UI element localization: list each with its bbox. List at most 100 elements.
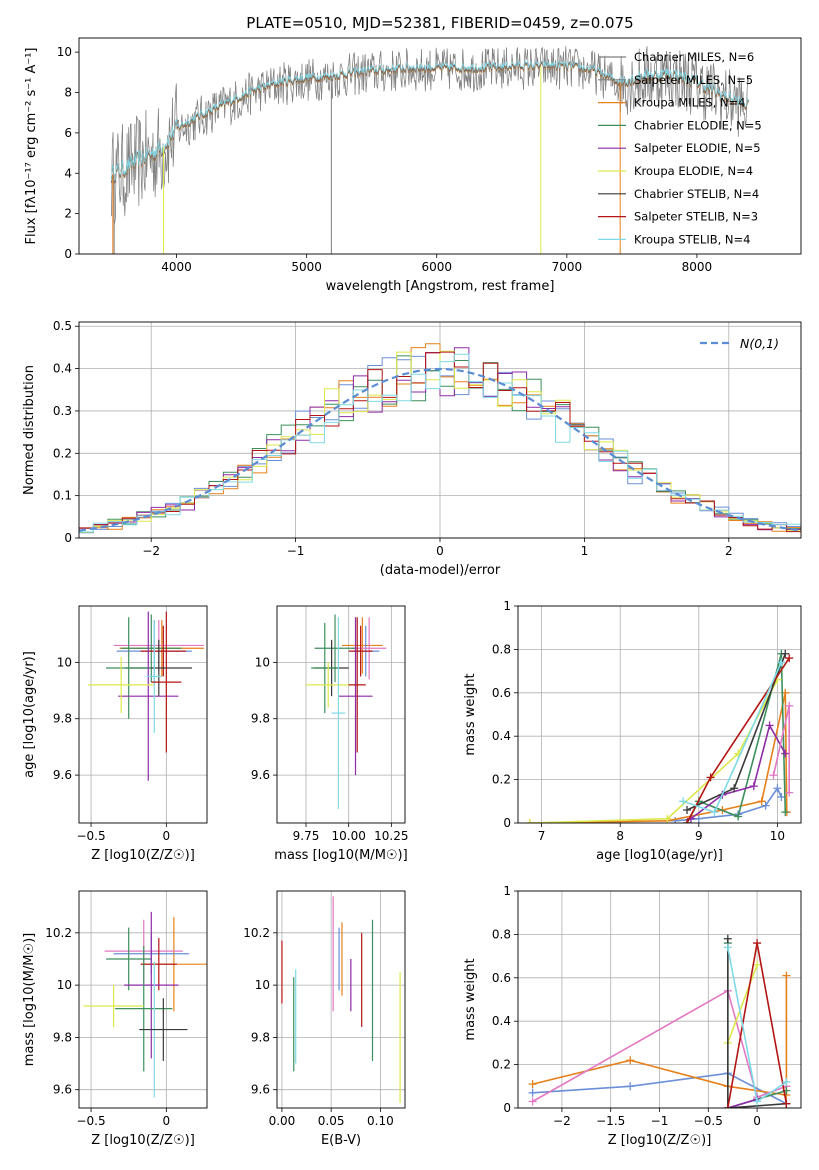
spectrum-frame	[78, 37, 802, 255]
mass-weight-vs-age-marker	[663, 814, 672, 823]
mass-vs-Z-ytick-label: 9.8	[53, 1030, 72, 1044]
mass-vs-Z-ytick-label: 10	[57, 978, 72, 992]
mass-weight-vs-age-marker	[761, 801, 770, 810]
legend-entry: Kroupa MILES, N=4	[634, 96, 746, 110]
legend-entry: Salpeter MILES, N=5	[634, 73, 753, 87]
spectrum-series-line	[111, 45, 749, 224]
mass-weight-vs-Z-ytick-label: 0.4	[492, 1014, 511, 1028]
spectrum-legend: Chabrier MILES, N=6 Salpeter MILES, N=5 Kr…	[598, 50, 762, 246]
mass-weight-vs-Z-marker	[528, 1080, 537, 1089]
mass-weight-vs-age-marker	[765, 721, 774, 730]
age-vs-mass-xtick-label: 10.00	[332, 829, 366, 843]
age-vs-mass-point	[306, 662, 351, 708]
spectrum-xtick-label: 7000	[552, 260, 583, 274]
mass-weight-vs-age-ytick-label: 0.2	[492, 773, 511, 787]
legend-entry: Kroupa ELODIE, N=4	[634, 164, 753, 178]
mass-weight-vs-Z-marker	[626, 1056, 635, 1065]
figure-title: PLATE=0510, MJD=52381, FIBERID=0459, z=0…	[246, 14, 633, 32]
mass-weight-vs-age-marker	[773, 784, 782, 793]
residual-histogram-panel: −2 −1 0 1 2 0 0.1 0.2 0.3 0.4 0.5 (data-model)/erro…	[22, 319, 802, 578]
age-vs-mass-plot-area	[306, 614, 387, 809]
mass-weight-vs-age-marker	[730, 784, 739, 793]
histogram-legend: N(0,1)	[700, 336, 779, 351]
age-vs-mass-xtick-label: 9.75	[293, 829, 320, 843]
mass-vs-Z-point	[83, 985, 144, 1027]
mass-vs-Z-frame	[78, 890, 208, 1109]
legend-entry: Salpeter STELIB, N=3	[634, 210, 758, 224]
mass-weight-vs-age-marker	[710, 808, 719, 817]
age-vs-mass-frame	[276, 605, 406, 824]
spectrum-xtick-label: 6000	[421, 260, 452, 274]
mass-weight-vs-age-xtick-label: 7	[538, 829, 546, 843]
legend-entry: Chabrier STELIB, N=4	[634, 187, 759, 201]
mass-vs-ebv-ytick-label: 9.8	[251, 1030, 270, 1044]
residual-histogram-ytick-label: 0.1	[53, 489, 72, 503]
mass-weight-vs-Z-marker	[753, 939, 762, 948]
mass-weight-vs-Z-xtick-label: −0.5	[694, 1114, 723, 1128]
residual-histogram-xtick-label: 1	[581, 544, 589, 558]
mass-vs-ebv-xlabel: E(B-V)	[321, 1133, 361, 1148]
mass-weight-vs-age-xtick-label: 10	[770, 829, 785, 843]
spectrum-xtick-label: 5000	[291, 260, 322, 274]
age-vs-Z-panel: −0.5 0 9.6 9.8 10 Z [log10(Z/Z☉)] age [log10(a…	[22, 605, 208, 863]
mass-weight-vs-age-marker	[777, 792, 786, 801]
age-vs-Z-ytick-label: 9.6	[53, 768, 72, 782]
mass-weight-vs-age-xlabel: age [log10(age/yr)]	[596, 848, 723, 863]
mass-weight-vs-age-marker	[777, 658, 786, 667]
residual-histogram-xtick-label: −1	[287, 544, 305, 558]
residual-histogram-xtick-label: 0	[436, 544, 444, 558]
mass-weight-vs-Z-marker	[528, 1097, 537, 1106]
mass-weight-vs-Z-ytick-label: 1	[503, 884, 511, 898]
mass-vs-ebv-panel: 0.00 0.05 0.10 9.6 9.8 10 10.2 E(B-V)	[243, 890, 406, 1148]
mass-weight-vs-Z-frame	[517, 890, 802, 1109]
mass-vs-Z-xlabel: Z [log10(Z/Z☉)]	[91, 1133, 195, 1148]
age-vs-Z-point	[106, 617, 152, 719]
mass-weight-vs-Z-marker	[782, 971, 791, 980]
age-vs-Z-ytick-label: 9.8	[53, 712, 72, 726]
age-vs-mass-ytick-label: 10	[255, 655, 270, 669]
spectrum-ytick-label: 2	[64, 207, 72, 221]
spectrum-ytick-label: 10	[57, 45, 72, 59]
mass-vs-ebv-ytick-label: 9.6	[251, 1083, 270, 1097]
age-vs-Z-ytick-label: 10	[57, 655, 72, 669]
mass-weight-vs-age-ytick-label: 0.6	[492, 686, 511, 700]
mass-vs-ebv-xtick-label: 0.10	[367, 1114, 394, 1128]
age-vs-mass-point	[311, 622, 339, 714]
mass-vs-Z-xtick-label: 0	[163, 1114, 171, 1128]
mass-weight-vs-age-series	[683, 649, 790, 814]
mass-weight-vs-Z-ytick-label: 0.2	[492, 1058, 511, 1072]
residual-histogram-xtick-label: −2	[142, 544, 160, 558]
mass-weight-vs-age-marker	[769, 771, 778, 780]
age-vs-mass-point	[348, 625, 373, 677]
residual-histogram-frame	[78, 321, 802, 539]
residual-histogram-ytick-label: 0.5	[53, 319, 72, 333]
mass-vs-ebv-plot-area	[281, 896, 401, 1103]
residual-histogram-ytick-label: 0.2	[53, 446, 72, 460]
mass-weight-vs-Z-xlabel: Z [log10(Z/Z☉)]	[608, 1133, 712, 1148]
age-vs-mass-xtick-label: 10.25	[374, 829, 408, 843]
mass-vs-Z-point	[139, 998, 188, 1061]
mass-weight-vs-Z-marker	[723, 943, 732, 952]
age-vs-Z-frame	[78, 605, 208, 824]
mass-weight-vs-age-marker	[781, 649, 790, 658]
mass-weight-vs-age-series	[525, 688, 791, 823]
residual-histogram-ytick-label: 0.4	[53, 362, 72, 376]
mass-weight-vs-age-marker	[781, 749, 790, 758]
mass-vs-Z-ytick-label: 10.2	[45, 926, 72, 940]
mass-vs-Z-panel: −0.5 0 9.6 9.8 10 10.2 Z [log10(Z/Z☉)] mass [lo…	[22, 890, 208, 1148]
mass-weight-vs-age-marker	[785, 788, 794, 797]
spectrum-ylabel: Flux [fλ10⁻¹⁷ erg cm⁻² s⁻¹ A⁻¹]	[24, 48, 39, 245]
mass-weight-vs-age-ylabel: mass weight	[463, 673, 478, 755]
mass-weight-vs-Z-ytick-label: 0.8	[492, 927, 511, 941]
mass-weight-vs-age-panel: 7 8 9 10 0 0.2 0.4 0.6 0.8 1 age [log10(age/yr)] ma…	[463, 599, 802, 863]
mass-vs-Z-xtick-label: −0.5	[76, 1114, 105, 1128]
mass-weight-vs-Z-marker	[723, 1104, 732, 1108]
mass-weight-vs-age-marker	[734, 812, 743, 821]
age-vs-Z-point	[121, 614, 182, 683]
mass-vs-Z-ytick-label: 9.6	[53, 1083, 72, 1097]
legend-entry: Kroupa STELIB, N=4	[634, 232, 751, 246]
age-vs-Z-point	[118, 611, 179, 781]
mass-vs-Z-point	[140, 938, 177, 991]
age-vs-mass-point	[338, 617, 373, 776]
mass-weight-vs-age-series	[525, 675, 782, 823]
